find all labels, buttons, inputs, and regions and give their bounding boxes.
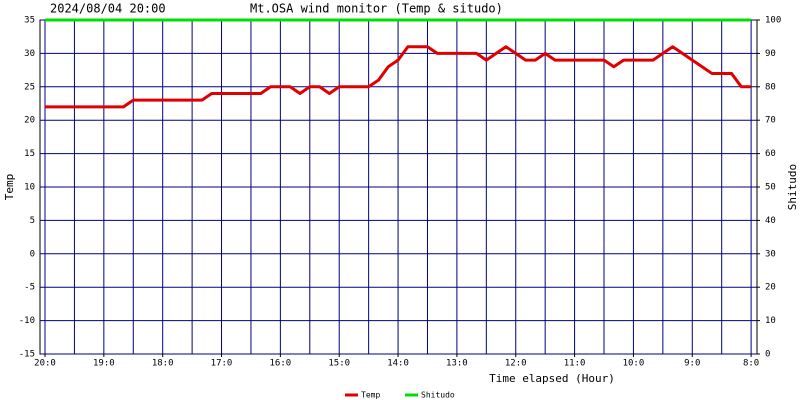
y-tick-label: 0 (30, 249, 35, 259)
y2-tick-label: 80 (765, 82, 776, 92)
x-tick-label: 15:0 (328, 359, 350, 369)
chart-subtitle: 2024/08/04 20:00 (50, 2, 166, 16)
x-tick-label: 8:0 (743, 359, 759, 369)
y-tick-label: 25 (24, 82, 35, 92)
y-tick-label: 20 (24, 116, 35, 126)
x-tick-label: 10:0 (623, 359, 645, 369)
y-axis-label: Temp (3, 174, 16, 201)
y2-tick-label: 0 (765, 350, 770, 360)
y-tick-label: 5 (30, 216, 35, 226)
y2-tick-label: 50 (765, 183, 776, 193)
x-tick-label: 12:0 (505, 359, 527, 369)
y2-tick-label: 40 (765, 216, 776, 226)
y-tick-label: 35 (24, 16, 35, 26)
y-tick-label: 10 (24, 183, 35, 193)
x-tick-label: 11:0 (564, 359, 586, 369)
data-line (45, 45, 752, 109)
y2-tick-label: 30 (765, 249, 776, 259)
y-tick-label: -15 (19, 350, 35, 360)
y-tick-label: 30 (24, 49, 35, 59)
x-tick-label: 14:0 (387, 359, 409, 369)
x-tick-label: 9:0 (684, 359, 700, 369)
x-tick-label: 16:0 (270, 359, 292, 369)
x-tick-label: 18:0 (152, 359, 174, 369)
legend-label: Temp (361, 391, 380, 400)
y2-tick-label: 10 (765, 316, 776, 326)
y-tick-label: -5 (24, 283, 35, 293)
y2-tick-label: 100 (765, 16, 781, 26)
legend-label: Shitudo (421, 391, 455, 400)
x-tick-label: 20:0 (34, 359, 56, 369)
x-axis-label: Time elapsed (Hour) (489, 372, 615, 385)
y-tick-label: -10 (19, 316, 35, 326)
y2-tick-label: 90 (765, 49, 776, 59)
y2-tick-label: 60 (765, 149, 776, 159)
y2-tick-label: 70 (765, 116, 776, 126)
x-tick-label: 19:0 (93, 359, 115, 369)
x-tick-label: 17:0 (211, 359, 233, 369)
x-tick-label: 13:0 (446, 359, 468, 369)
y2-tick-label: 20 (765, 283, 776, 293)
y2-axis-label: Shitudo (786, 164, 799, 210)
chart-title: Mt.OSA wind monitor (Temp & situdo) (250, 2, 503, 16)
y-tick-label: 15 (24, 149, 35, 159)
